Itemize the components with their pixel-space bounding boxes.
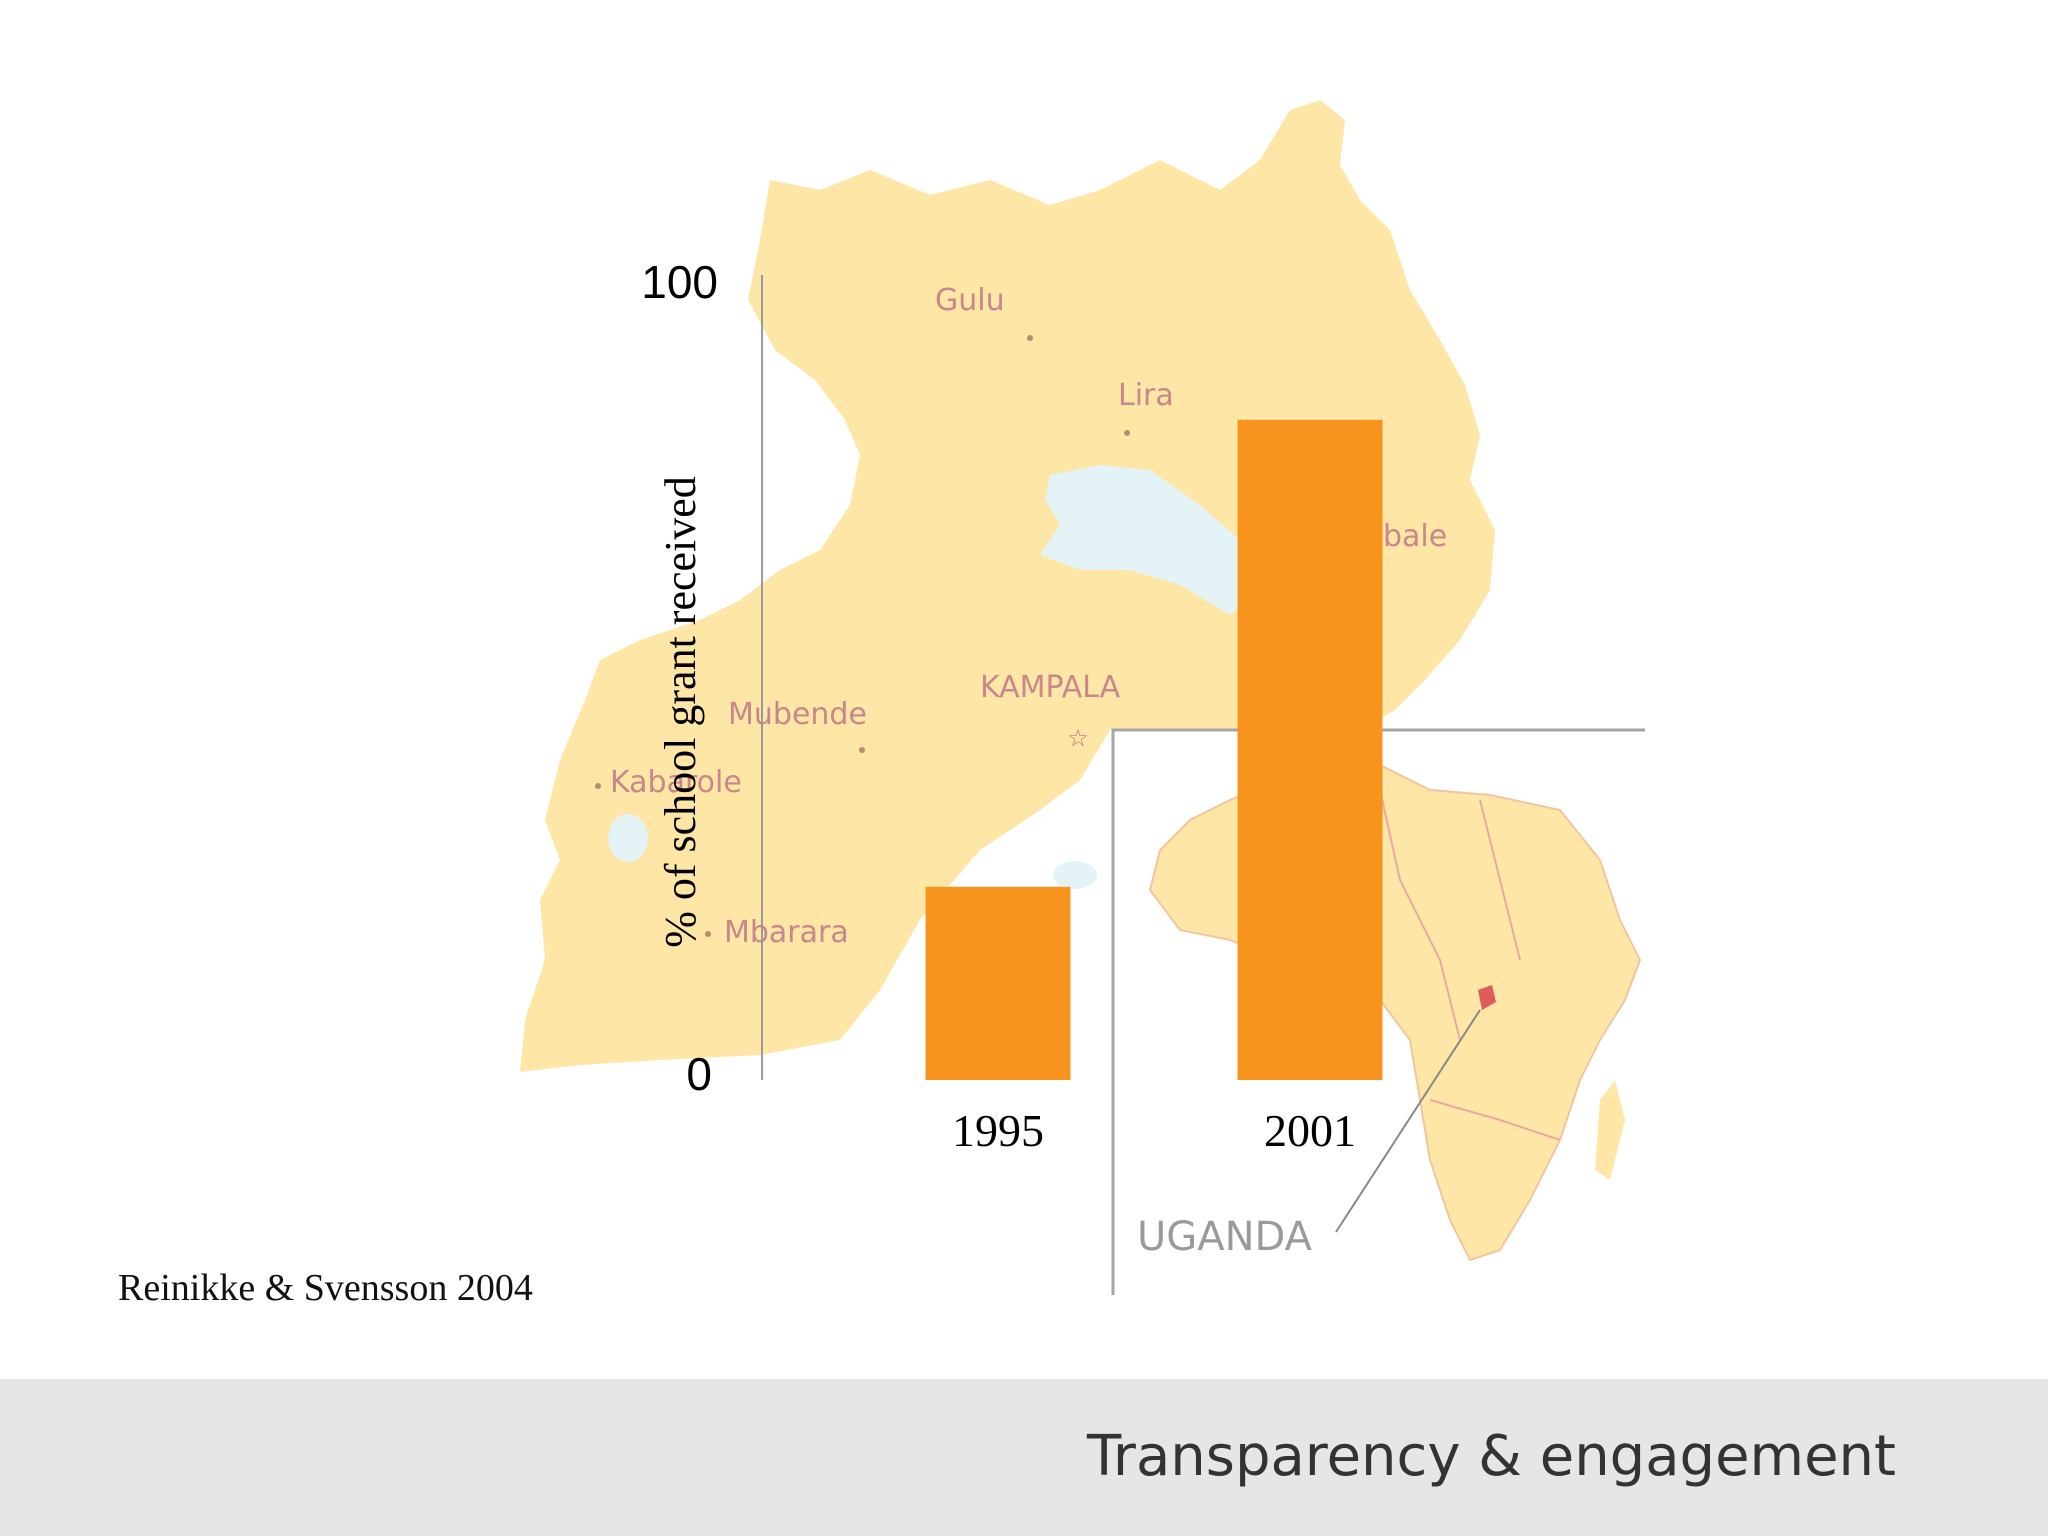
lake-victoria-edge — [1053, 861, 1097, 889]
city-dot — [859, 747, 865, 753]
city-dot — [1027, 335, 1033, 341]
city-dot — [705, 931, 711, 937]
bar-1995 — [925, 886, 1071, 1080]
country-border — [1429, 1099, 1561, 1141]
map-label-lira: Lira — [1118, 378, 1174, 413]
madagascar — [1595, 1080, 1625, 1180]
city-dot — [1124, 430, 1130, 436]
y-axis-label: % of school grant received — [656, 476, 705, 948]
uganda-highlight — [1478, 985, 1496, 1010]
uganda-land — [520, 100, 1495, 1072]
footer-bar — [0, 1379, 2048, 1536]
y-tick-label-bottom: 0 — [686, 1048, 712, 1100]
country-border — [1479, 799, 1521, 961]
map-label-kabarole: Kabarole — [610, 765, 742, 800]
bar-2001 — [1237, 419, 1383, 1080]
inset-frame — [1111, 728, 1645, 1295]
map-label-mbarara: Mbarara — [724, 915, 849, 950]
x-tick-label-1995: 1995 — [952, 1105, 1044, 1156]
lake-albert — [565, 430, 745, 660]
city-dot — [595, 783, 601, 789]
uganda-map: ☆ Gulu Lira bale KAMPALA Mubende Kabarol… — [520, 100, 1495, 1072]
lake-george — [608, 814, 648, 862]
bar-chart: 100 0 % of school grant received 1995 20… — [641, 256, 1383, 1156]
map-label-mbale: bale — [1383, 519, 1447, 554]
lake-kyoga — [1040, 465, 1260, 615]
y-tick-label-top: 100 — [641, 256, 718, 308]
capital-star-icon: ☆ — [1067, 724, 1089, 752]
map-label-kampala: KAMPALA — [980, 670, 1121, 705]
country-border — [1379, 789, 1461, 1041]
uganda-pointer — [1335, 1009, 1481, 1233]
slide-title: Transparency & engagement — [1086, 1424, 1896, 1489]
citation: Reinikke & Svensson 2004 — [118, 1267, 533, 1309]
map-label-gulu: Gulu — [935, 283, 1005, 318]
uganda-inset-label: UGANDA — [1137, 1214, 1313, 1260]
map-label-mubende: Mubende — [728, 697, 867, 732]
x-tick-label-2001: 2001 — [1264, 1105, 1356, 1156]
